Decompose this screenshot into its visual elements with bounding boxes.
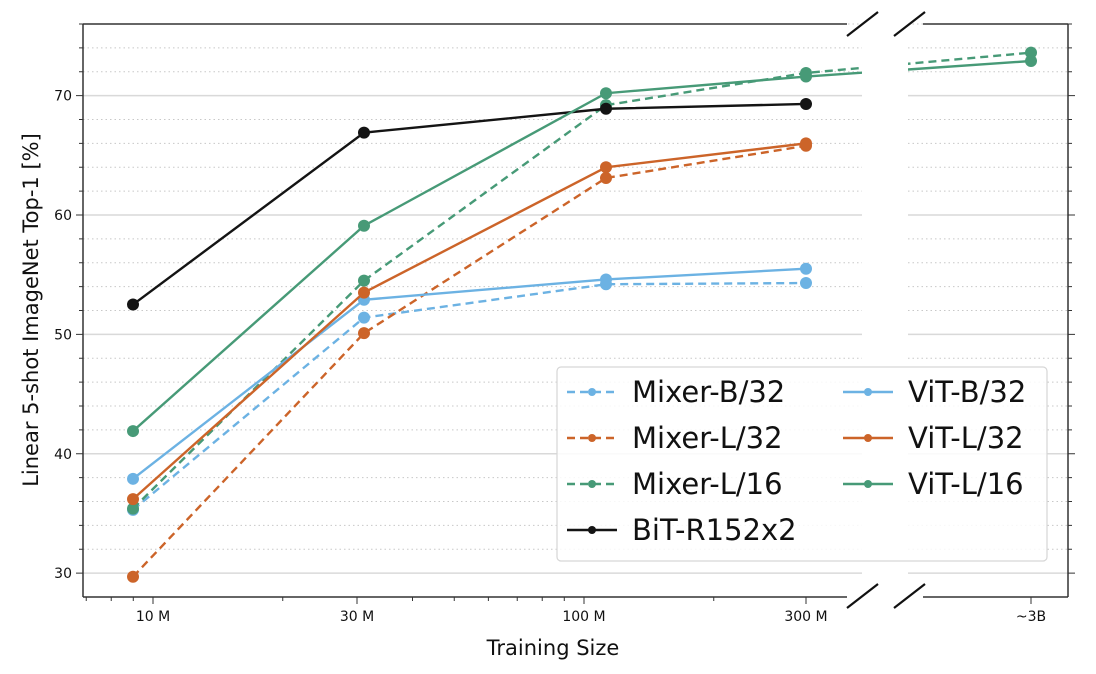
legend-label: Mixer-L/16 — [632, 467, 783, 501]
series-vit-l-32 — [127, 137, 812, 506]
data-point — [800, 97, 812, 110]
data-point — [127, 493, 139, 506]
x-tick-label: 30 M — [340, 609, 374, 625]
y-tick-label: 30 — [54, 566, 72, 582]
axis-break-mark — [893, 583, 926, 609]
series-line — [132, 267, 807, 480]
axis-break-mark — [846, 11, 879, 37]
legend-swatch-marker — [588, 388, 596, 396]
legend-label: Mixer-B/32 — [632, 375, 785, 409]
legend-swatch-marker — [864, 434, 872, 442]
data-point — [800, 277, 812, 290]
data-point — [600, 87, 612, 100]
axis-break-mark — [893, 11, 926, 37]
legend-swatch-marker — [588, 480, 596, 488]
legend-label: BiT-R152x2 — [632, 513, 797, 547]
data-point — [600, 171, 612, 184]
x-tick-label: 10 M — [136, 609, 170, 625]
legend: Mixer-B/32 Mixer-L/32 Mixer-L/16 BiT-R152x2… — [556, 366, 1048, 562]
data-point — [358, 274, 370, 287]
data-point — [358, 126, 370, 139]
data-point — [800, 262, 812, 275]
data-point — [358, 311, 370, 324]
y-tick-label: 40 — [54, 447, 72, 463]
legend-item: ViT-L/16 — [843, 467, 1024, 501]
data-point — [358, 286, 370, 299]
x-tick-label: ~3B — [1016, 609, 1046, 625]
legend-swatch-marker — [864, 480, 872, 488]
data-point — [127, 298, 139, 311]
series-line — [132, 102, 807, 306]
legend-item: Mixer-B/32 — [567, 375, 785, 409]
data-point — [1025, 46, 1037, 59]
y-axis-label: Linear 5-shot ImageNet Top-1 [%] — [19, 133, 43, 487]
data-point — [127, 425, 139, 438]
x-axis-label: Training Size — [486, 636, 620, 660]
data-point — [1025, 55, 1037, 68]
legend-label: ViT-L/32 — [908, 421, 1024, 455]
data-point — [800, 137, 812, 150]
legend-box — [556, 366, 1048, 562]
axis-break-mark — [846, 583, 879, 609]
legend-label: ViT-L/16 — [908, 467, 1024, 501]
legend-swatch-marker — [588, 434, 596, 442]
y-tick-label: 70 — [54, 89, 72, 105]
legend-item: ViT-B/32 — [843, 375, 1026, 409]
series-bit-r152x2 — [127, 97, 812, 311]
legend-item: Mixer-L/16 — [567, 467, 783, 501]
legend-item: Mixer-L/32 — [567, 421, 783, 455]
data-point — [600, 161, 612, 174]
y-tick-label: 60 — [54, 208, 72, 224]
data-point — [127, 570, 139, 583]
x-tick-label: 100 M — [562, 609, 605, 625]
y-tick-label: 50 — [54, 327, 72, 343]
legend-swatch-marker — [864, 388, 872, 396]
axes: 30 40 50 60 70 10 M 30 M 100 M 300 M ~3B — [54, 11, 1075, 625]
legend-label: ViT-B/32 — [908, 375, 1026, 409]
x-tick-label: 300 M — [784, 609, 827, 625]
data-point — [358, 327, 370, 340]
data-point — [800, 70, 812, 83]
data-point — [600, 273, 612, 286]
data-point — [127, 502, 139, 515]
data-point — [358, 219, 370, 232]
series-line — [132, 142, 807, 501]
series-line — [132, 281, 807, 511]
legend-item: BiT-R152x2 — [567, 513, 797, 547]
legend-swatch-marker — [588, 526, 596, 534]
legend-label: Mixer-L/32 — [632, 421, 783, 455]
legend-item: ViT-L/32 — [843, 421, 1024, 455]
data-point — [600, 102, 612, 115]
data-point — [127, 472, 139, 485]
